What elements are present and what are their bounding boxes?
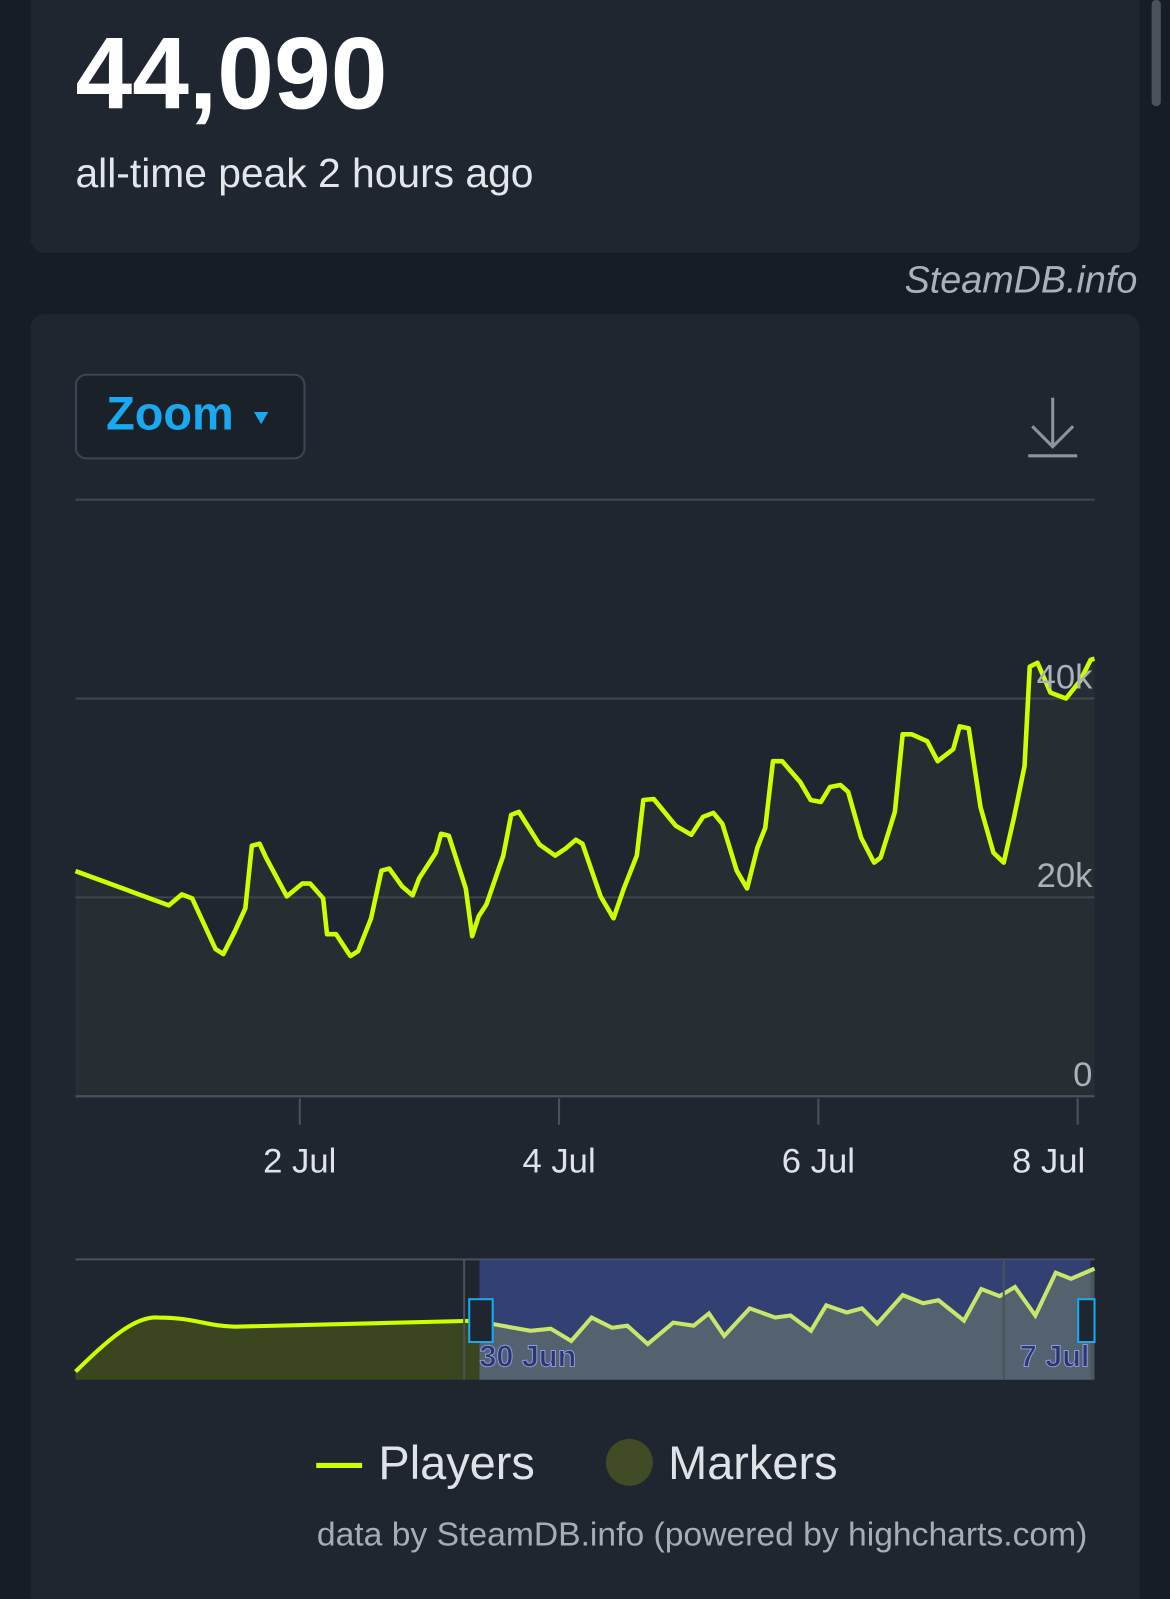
zoom-button[interactable]: Zoom xyxy=(74,373,306,460)
download-icon[interactable] xyxy=(1028,397,1078,458)
legend-label[interactable]: Players xyxy=(378,1437,534,1489)
navigator-line-left xyxy=(74,1315,480,1374)
navigator-handle[interactable] xyxy=(1077,1298,1096,1344)
x-tick-label: 2 Jul xyxy=(263,1143,336,1181)
navigator-line xyxy=(479,1266,1096,1347)
navigator-area xyxy=(479,1268,1095,1380)
navigator-area-left xyxy=(75,1317,480,1380)
credits[interactable]: data by SteamDB.info (powered by highcha… xyxy=(317,1517,1087,1554)
area xyxy=(75,658,1095,1097)
zoom-button-frame[interactable] xyxy=(74,373,306,460)
watermark: SteamDB.info xyxy=(905,258,1138,300)
download-arrow[interactable] xyxy=(1031,425,1075,449)
x-tick-label: 8 Jul xyxy=(1012,1143,1085,1181)
peak-value: 44,090 xyxy=(75,17,387,131)
peak-card xyxy=(30,0,1140,253)
y-tick-label: 20k xyxy=(1037,857,1094,895)
navigator-label: 7 Jul xyxy=(1020,1339,1090,1373)
navigator-handle[interactable] xyxy=(468,1298,494,1344)
zoom-label[interactable]: Zoom xyxy=(106,387,234,439)
legend: Players Markers xyxy=(316,1437,838,1489)
zoom-caret[interactable] xyxy=(253,411,269,425)
x-tick-label: 6 Jul xyxy=(782,1143,855,1181)
y-tick-label: 0 xyxy=(1073,1056,1092,1094)
navigator-label: 30 Jun xyxy=(479,1339,576,1373)
plot: 0 20k 40k 2 Jul 4 Jul 6 Jul 8 Jul xyxy=(74,656,1096,1181)
peak-subtitle: all-time peak 2 hours ago xyxy=(75,150,533,196)
navigator: 30 Jun 7 Jul xyxy=(74,1258,1096,1380)
legend-label[interactable]: Markers xyxy=(668,1437,837,1489)
scrollbar xyxy=(1151,0,1161,107)
line xyxy=(74,656,1096,959)
legend-swatch[interactable] xyxy=(605,1438,653,1486)
x-tick-label: 4 Jul xyxy=(522,1143,595,1181)
y-tick-label: 40k xyxy=(1037,658,1094,696)
